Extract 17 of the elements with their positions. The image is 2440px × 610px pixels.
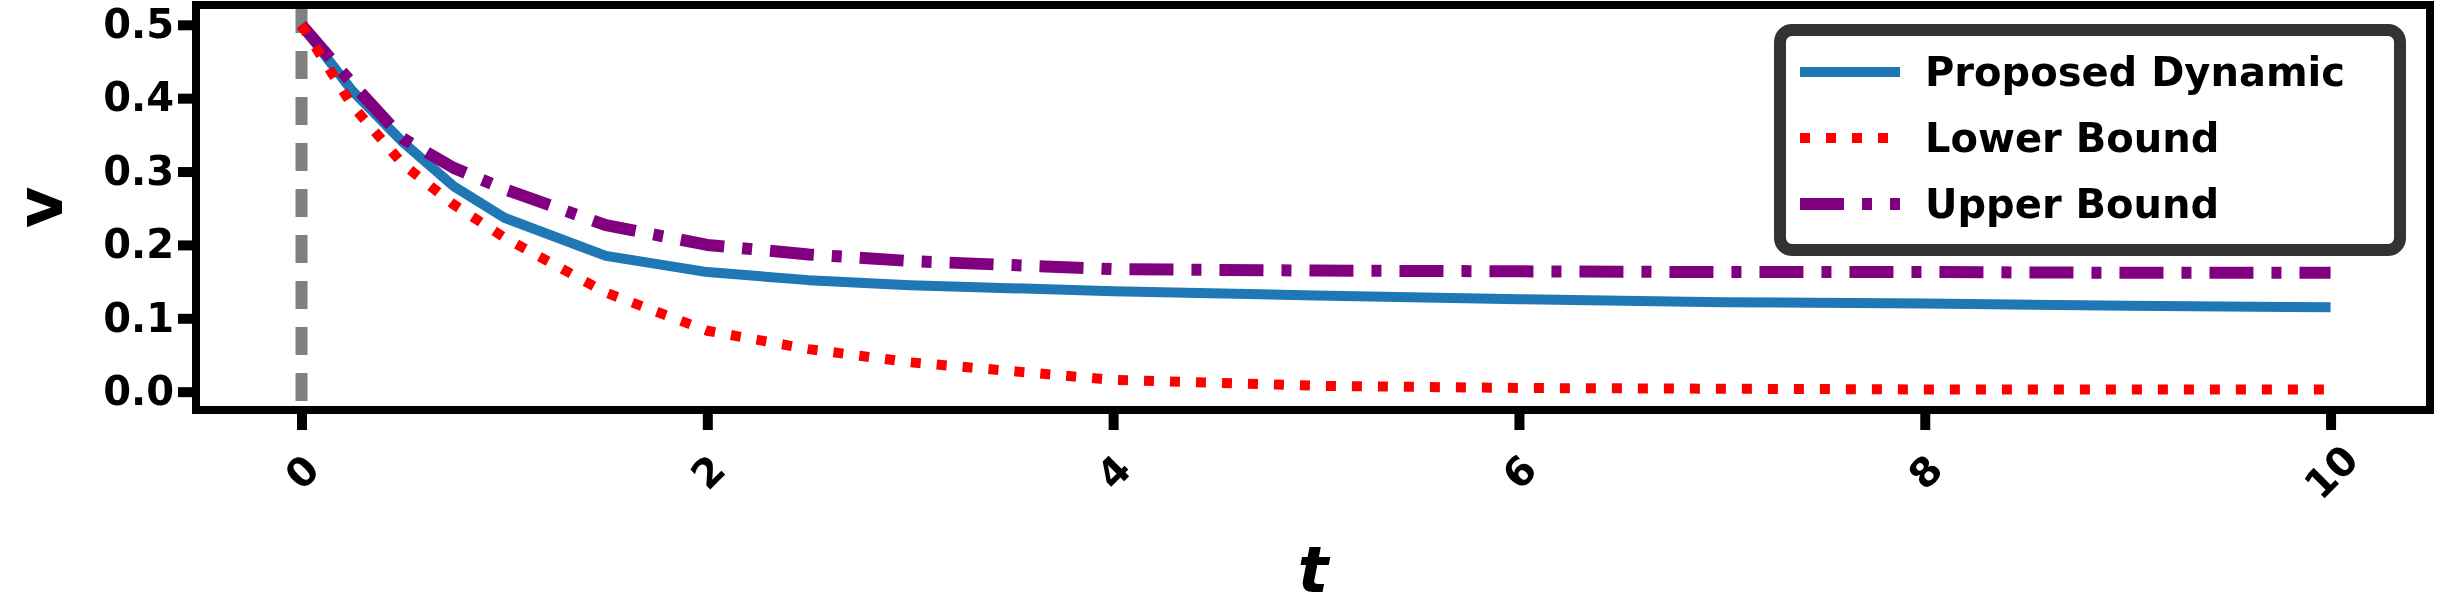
x-tick-label: 8: [1899, 445, 1952, 499]
x-tick-label: 0: [275, 445, 329, 499]
legend-label: Lower Bound: [1925, 115, 2220, 161]
y-tick-label: 0.1: [103, 294, 174, 341]
y-axis-title: v: [3, 186, 77, 229]
x-tick-label: 4: [1087, 445, 1140, 499]
y-tick-label: 0.2: [103, 221, 174, 268]
y-tick-label: 0.0: [103, 367, 174, 414]
x-tick-label: 2: [681, 445, 734, 499]
y-tick-label: 0.3: [103, 147, 174, 194]
legend-label: Proposed Dynamic: [1925, 49, 2345, 95]
y-tick-label: 0.5: [103, 1, 174, 48]
y-tick-label: 0.4: [103, 74, 174, 121]
x-tick-label: 6: [1493, 445, 1546, 499]
legend-label: Upper Bound: [1925, 181, 2220, 227]
x-axis-title: t: [1297, 533, 1331, 607]
x-tick-label: 10: [2295, 436, 2368, 508]
